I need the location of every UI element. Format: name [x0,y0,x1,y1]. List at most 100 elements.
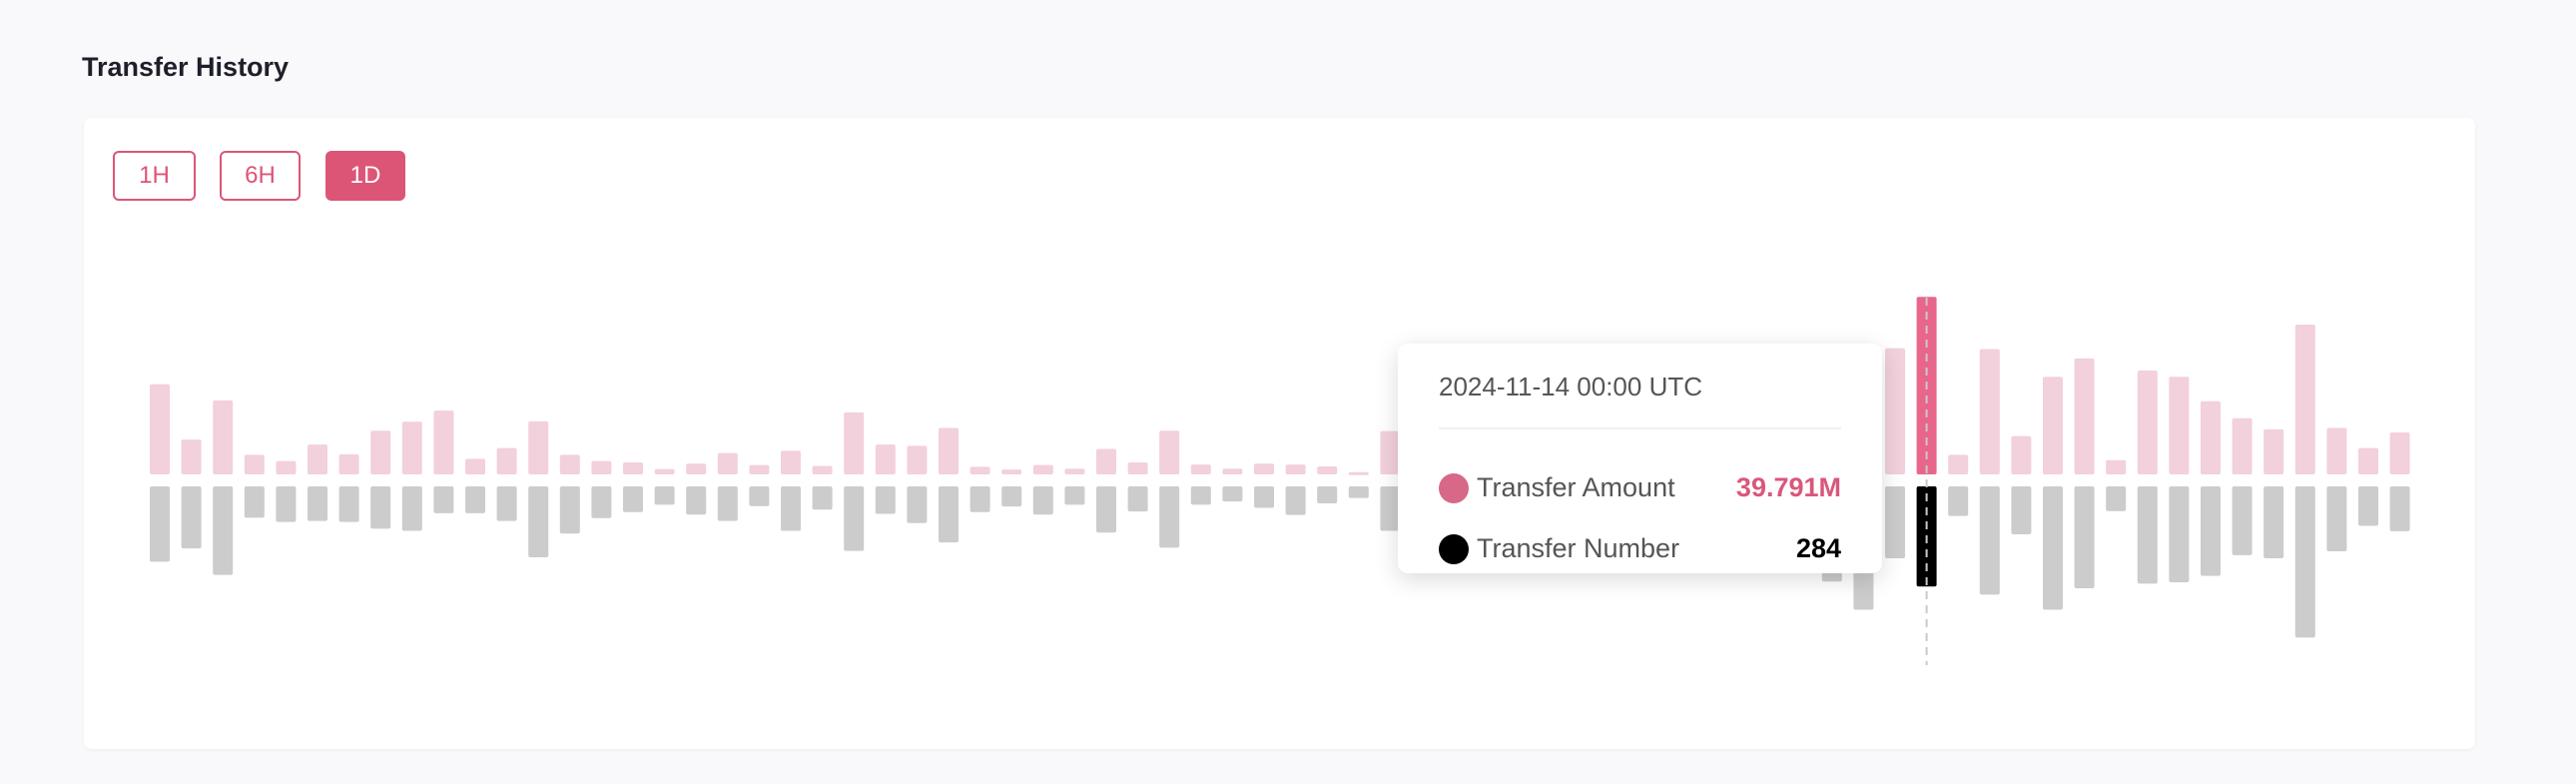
number-bar[interactable] [401,486,422,531]
number-bar[interactable] [1885,486,1905,559]
amount-bar[interactable] [2106,459,2127,474]
number-bar[interactable] [1380,486,1401,531]
number-bar[interactable] [244,486,265,518]
number-bar[interactable] [1159,486,1180,548]
number-bar[interactable] [2201,486,2221,576]
amount-bar[interactable] [433,410,454,474]
number-bar[interactable] [2294,486,2315,638]
amount-bar[interactable] [528,420,549,474]
transfer-bar-chart[interactable] [84,118,2475,749]
amount-bar[interactable] [1979,349,2000,474]
amount-bar[interactable] [1001,469,1022,474]
amount-bar[interactable] [2169,377,2190,474]
amount-bar[interactable] [2137,370,2158,474]
number-bar[interactable] [213,486,234,575]
number-bar[interactable] [433,486,454,513]
number-bar[interactable] [528,486,549,557]
number-bar[interactable] [338,486,359,522]
amount-bar[interactable] [812,465,833,474]
number-bar[interactable] [1064,486,1085,505]
number-bar[interactable] [623,486,643,512]
number-bar[interactable] [1285,486,1306,515]
number-bar[interactable] [1254,486,1274,508]
amount-bar[interactable] [2232,417,2253,474]
number-bar[interactable] [1001,486,1022,507]
number-bar[interactable] [875,486,896,514]
amount-bar[interactable] [2358,447,2378,474]
number-bar[interactable] [559,486,580,534]
amount-bar[interactable] [1885,348,1905,474]
amount-bar[interactable] [308,444,327,474]
number-bar[interactable] [2043,486,2063,610]
amount-bar[interactable] [1254,463,1274,474]
number-bar[interactable] [844,486,865,551]
number-bar[interactable] [812,486,833,510]
amount-bar[interactable] [181,439,202,474]
number-bar[interactable] [1190,486,1211,505]
amount-bar[interactable] [2201,400,2221,474]
amount-bar[interactable] [1285,464,1306,474]
amount-bar[interactable] [465,458,485,474]
amount-bar[interactable] [150,384,170,474]
number-bar[interactable] [2326,486,2347,551]
amount-bar[interactable] [654,468,675,474]
number-bar[interactable] [276,486,297,522]
range-button-1d[interactable]: 1D [325,151,405,201]
number-bar[interactable] [1032,486,1053,515]
amount-bar[interactable] [875,444,896,474]
number-bar[interactable] [969,486,990,512]
amount-bar[interactable] [591,460,612,474]
number-bar[interactable] [1348,486,1369,498]
number-bar[interactable] [496,486,517,521]
amount-bar[interactable] [2389,432,2410,474]
amount-bar[interactable] [2074,358,2095,474]
number-bar[interactable] [686,486,707,515]
amount-bar[interactable] [1948,454,1969,474]
number-bar[interactable] [2011,486,2032,535]
amount-bar[interactable] [939,427,959,474]
amount-bar[interactable] [907,445,928,474]
amount-bar[interactable] [749,464,770,474]
amount-bar[interactable] [1190,464,1211,474]
amount-bar[interactable] [370,430,391,474]
amount-bar[interactable] [717,452,738,474]
amount-bar[interactable] [2294,324,2315,474]
amount-bar[interactable] [1096,448,1116,474]
amount-bar[interactable] [781,450,801,474]
amount-bar[interactable] [1380,430,1401,474]
number-bar[interactable] [1979,486,2000,595]
number-bar[interactable] [2263,486,2284,559]
range-button-6h[interactable]: 6H [220,151,301,201]
number-bar[interactable] [465,486,485,513]
number-bar[interactable] [2106,486,2127,511]
amount-bar[interactable] [1127,461,1148,474]
number-bar[interactable] [2358,486,2378,526]
number-bar[interactable] [1948,486,1969,516]
range-button-1h[interactable]: 1H [113,151,196,201]
amount-bar[interactable] [401,421,422,474]
number-bar[interactable] [781,486,801,531]
number-bar[interactable] [308,486,327,521]
number-bar[interactable] [1096,486,1116,533]
number-bar[interactable] [2074,486,2095,589]
amount-bar[interactable] [1222,468,1243,474]
amount-bar[interactable] [844,411,865,474]
amount-bar[interactable] [276,460,297,474]
amount-bar[interactable] [244,454,265,474]
amount-bar[interactable] [338,453,359,474]
number-bar[interactable] [181,486,202,549]
number-bar[interactable] [370,486,391,529]
number-bar[interactable] [749,486,770,506]
amount-bar[interactable] [559,454,580,474]
amount-bar[interactable] [213,399,234,474]
number-bar[interactable] [150,486,170,562]
number-bar[interactable] [939,486,959,543]
number-bar[interactable] [1127,486,1148,512]
number-bar[interactable] [1222,486,1243,502]
amount-bar[interactable] [2263,428,2284,474]
amount-bar[interactable] [2043,377,2063,474]
number-bar[interactable] [2232,486,2253,555]
amount-bar[interactable] [1348,471,1369,475]
amount-bar[interactable] [686,463,707,474]
amount-bar[interactable] [2326,427,2347,474]
